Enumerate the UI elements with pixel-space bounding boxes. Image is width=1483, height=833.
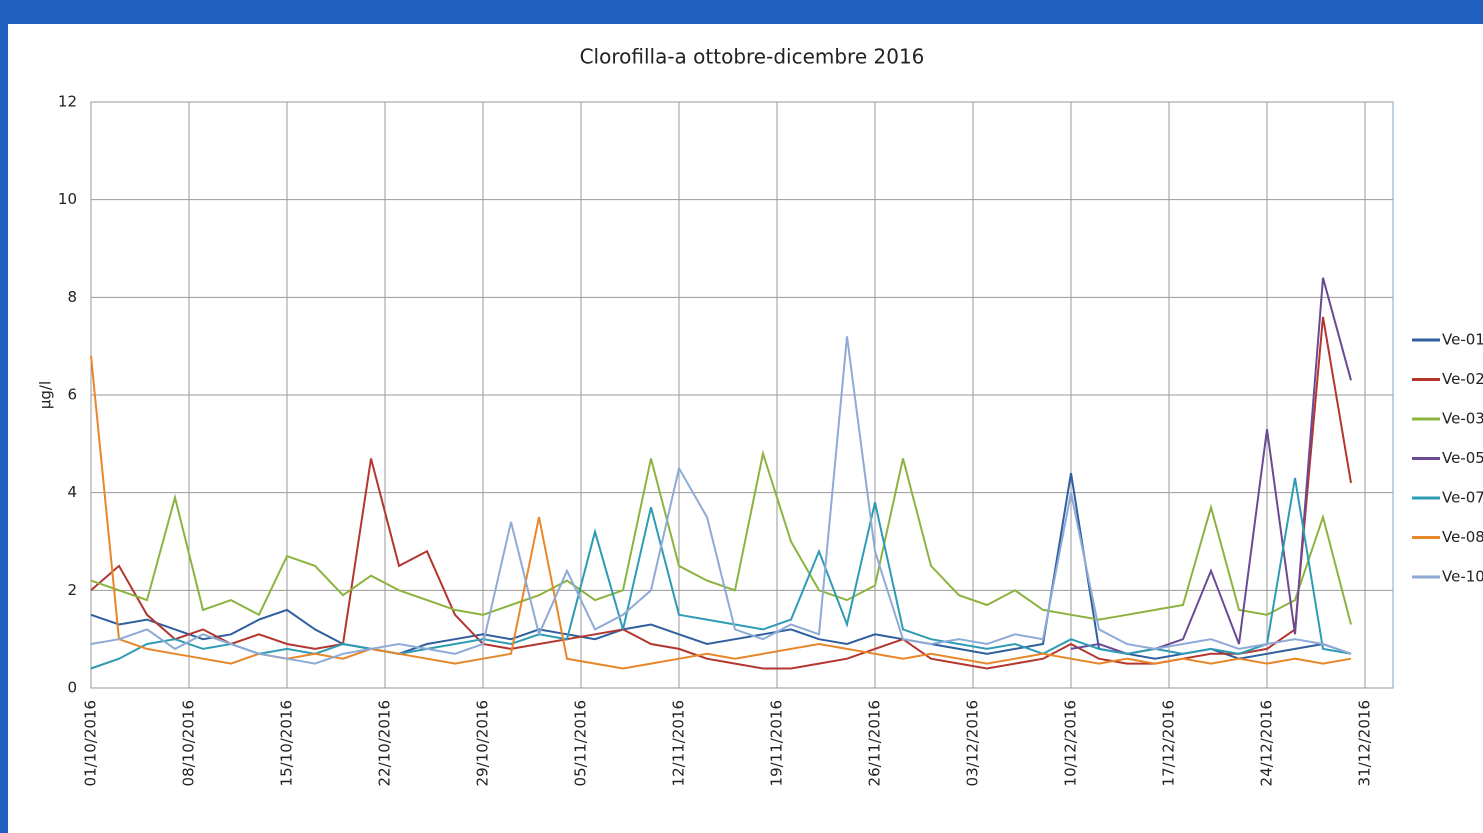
y-tick-label: 6 xyxy=(67,386,77,404)
chart-title: Clorofilla-a ottobre-dicembre 2016 xyxy=(580,45,925,69)
x-tick-label: 31/12/2016 xyxy=(1356,700,1374,786)
x-tick-label: 05/11/2016 xyxy=(572,700,590,786)
x-tick-label: 22/10/2016 xyxy=(376,700,394,786)
y-tick-label: 10 xyxy=(58,190,77,208)
x-tick-label: 29/10/2016 xyxy=(474,700,492,786)
series-line xyxy=(90,449,1352,625)
y-tick-label: 4 xyxy=(67,483,77,501)
legend-label: Ve-08 xyxy=(1442,528,1483,546)
legend-label: Ve-02 xyxy=(1442,370,1483,388)
x-tick-label: 10/12/2016 xyxy=(1062,700,1080,786)
y-axis-label: µg/l xyxy=(37,381,55,409)
series-line xyxy=(90,477,1352,670)
x-tick-label: 15/10/2016 xyxy=(278,700,296,786)
legend-label: Ve-05 xyxy=(1442,449,1483,467)
x-tick-label: 12/11/2016 xyxy=(670,700,688,786)
legend-label: Ve-03 xyxy=(1442,410,1483,428)
series-line xyxy=(90,355,1352,670)
series-line xyxy=(90,472,1352,660)
x-tick-label: 17/12/2016 xyxy=(1160,700,1178,786)
y-tick-label: 12 xyxy=(58,93,77,111)
x-tick-label: 01/10/2016 xyxy=(82,700,100,786)
y-tick-label: 0 xyxy=(67,679,77,697)
x-tick-label: 03/12/2016 xyxy=(964,700,982,786)
x-tick-label: 26/11/2016 xyxy=(866,700,884,786)
series-line xyxy=(1070,277,1352,655)
legend-label: Ve-10 xyxy=(1442,568,1483,586)
series-line xyxy=(90,316,1352,670)
series-line xyxy=(90,336,1352,665)
legend-label: Ve-01 xyxy=(1442,331,1483,349)
legend-label: Ve-07 xyxy=(1442,489,1483,507)
x-tick-label: 24/12/2016 xyxy=(1258,700,1276,786)
frame xyxy=(8,24,1483,833)
y-tick-label: 2 xyxy=(67,581,77,599)
x-tick-label: 19/11/2016 xyxy=(768,700,786,786)
x-tick-label: 08/10/2016 xyxy=(180,700,198,786)
y-tick-label: 8 xyxy=(67,288,77,306)
